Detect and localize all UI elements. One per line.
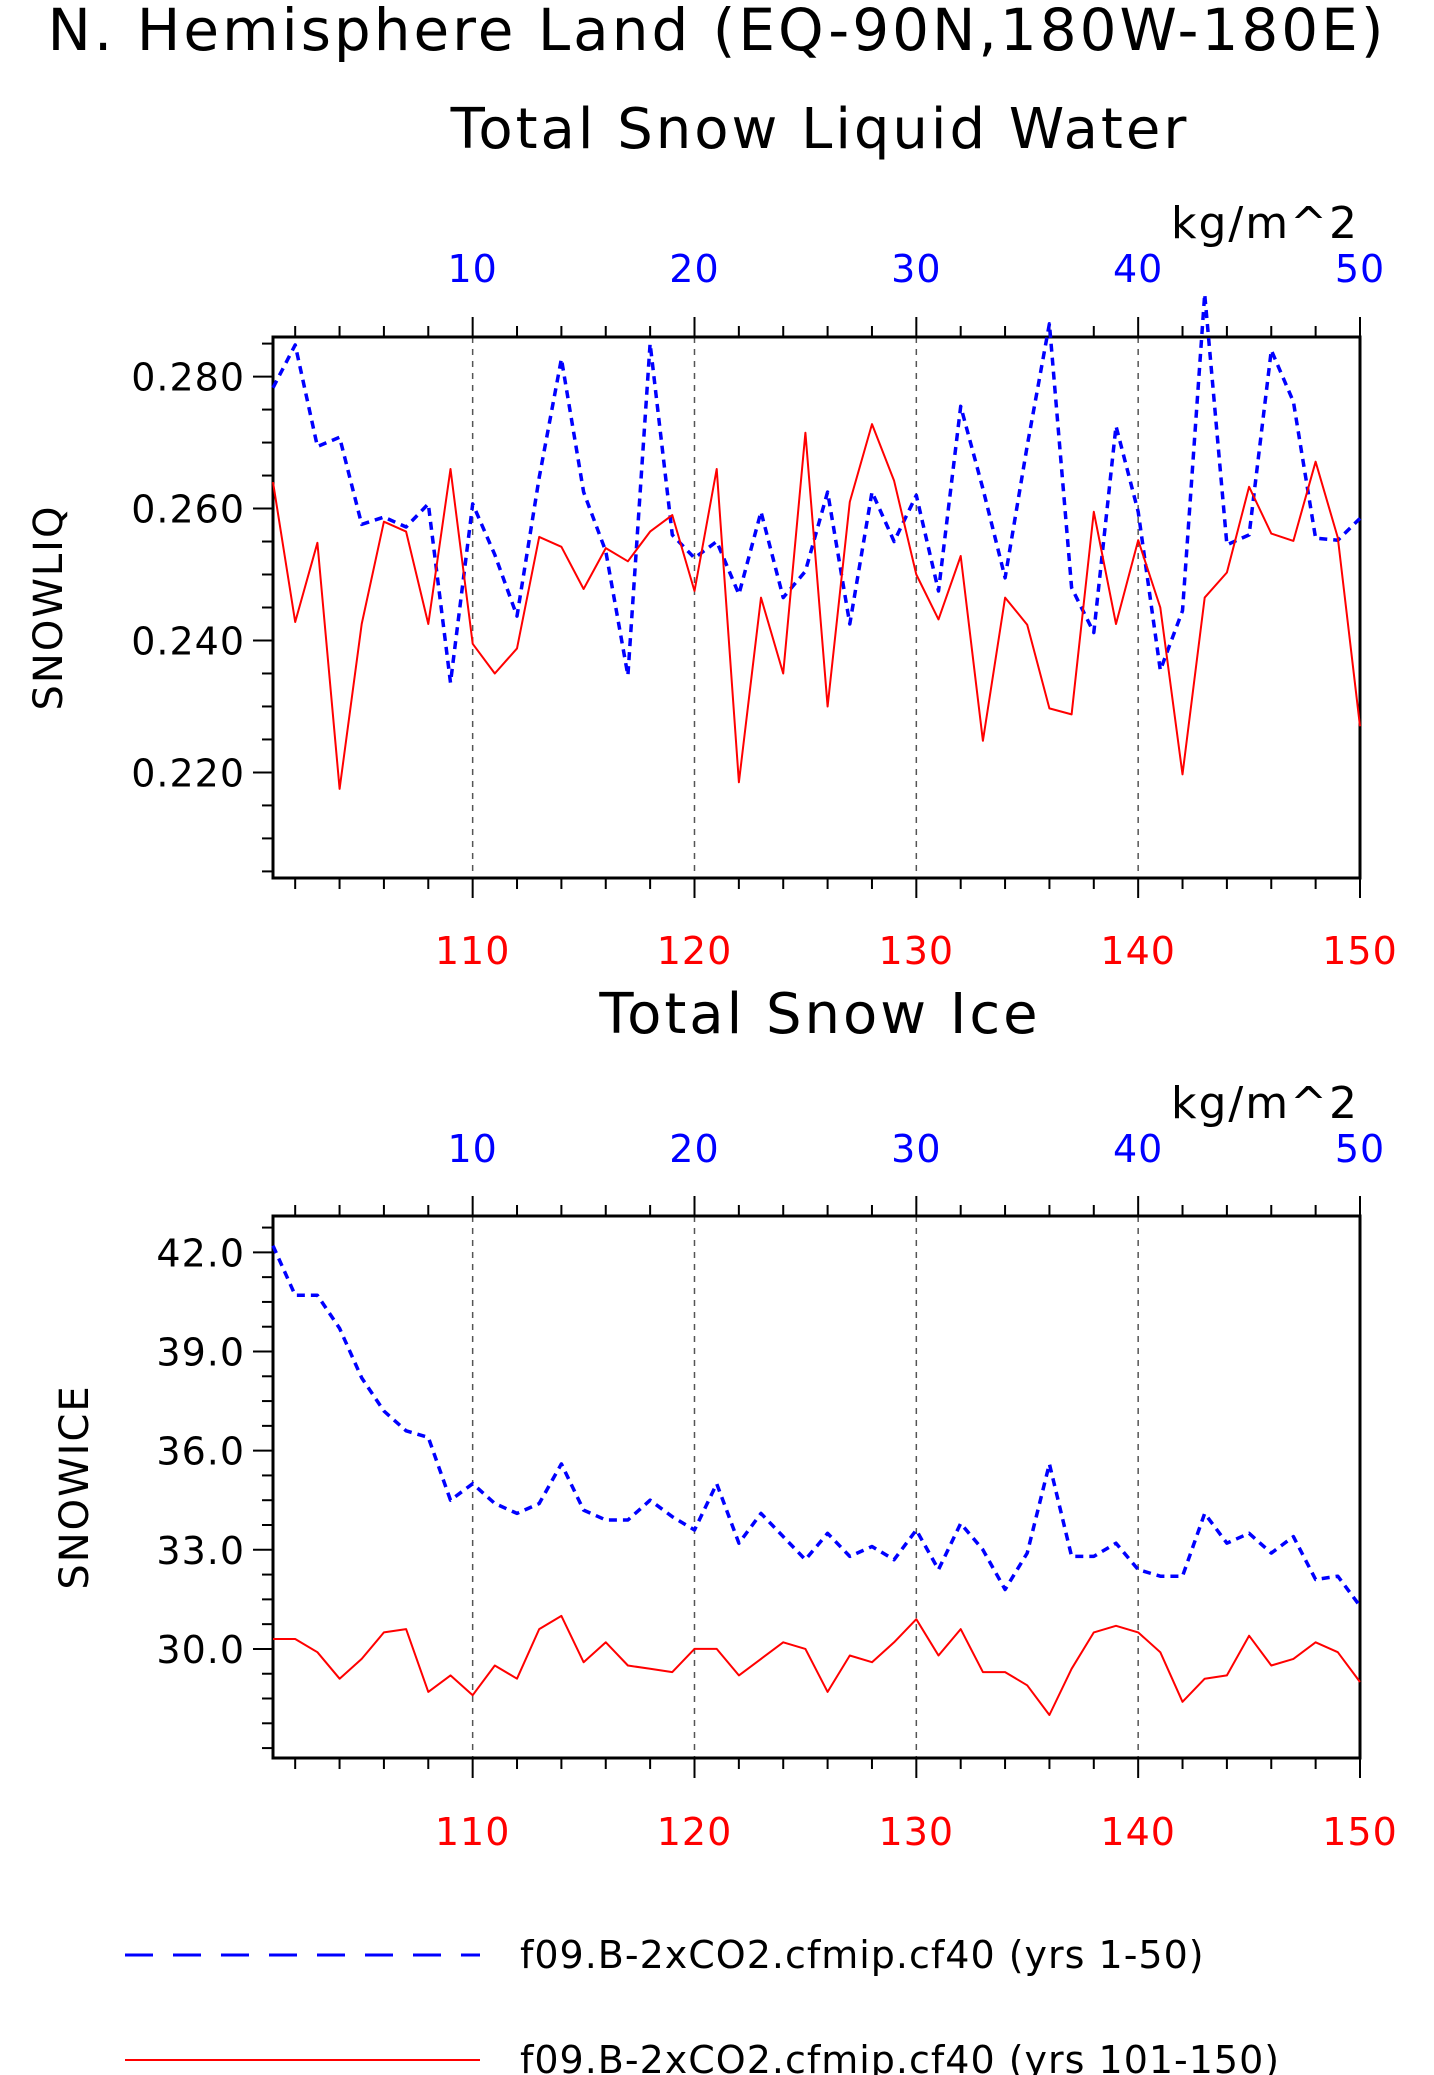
bottom-tick-label: 150 [1322,929,1398,973]
top-tick-label: 30 [891,1127,941,1171]
bottom-tick-label: 110 [435,929,511,973]
plot-frame [271,335,1362,880]
top-tick-label: 50 [1335,1127,1385,1171]
legend: f09.B-2xCO2.cfmip.cf40 (yrs 1-50) f09.B-2… [125,1933,1280,2075]
chart-panels: Total Snow Liquid Water kg/m^2 SNOWLIQ 0.22… [26,97,1398,1854]
figure-title: N. Hemisphere Land (EQ-90N,180W-180E) [48,0,1387,64]
y-tick-label: 39.0 [156,1331,245,1375]
plot-frame [271,1214,1362,1760]
series-line-1 [271,292,1362,685]
top-tick-label: 10 [447,247,497,291]
chart-panel-1: Total Snow Liquid Water kg/m^2 SNOWLIQ 0.22… [26,97,1398,973]
y-tick-label: 36.0 [156,1430,245,1474]
top-tick-label: 20 [669,1127,719,1171]
y-tick-label: 30.0 [156,1628,245,1672]
y-axis-label: SNOWLIQ [26,505,72,711]
y-tick-label: 0.220 [131,751,245,795]
y-tick-label: 0.260 [131,488,245,532]
bottom-tick-label: 130 [879,1810,955,1854]
y-tick-label: 0.240 [131,619,245,663]
units-label: kg/m^2 [1171,1078,1359,1129]
top-tick-label: 40 [1113,247,1163,291]
panel-title: Total Snow Liquid Water [450,97,1190,162]
top-tick-label: 30 [891,247,941,291]
bottom-tick-label: 150 [1322,1810,1398,1854]
top-tick-label: 50 [1335,247,1385,291]
y-tick-label: 42.0 [156,1231,245,1275]
bottom-tick-label: 120 [657,929,733,973]
y-tick-label: 0.280 [131,356,245,400]
bottom-tick-label: 110 [435,1810,511,1854]
bottom-tick-label: 130 [879,929,955,973]
top-tick-label: 20 [669,247,719,291]
series-line-2 [272,423,1361,790]
panel-title: Total Snow Ice [598,982,1040,1047]
series-line-2 [273,1614,1361,1716]
bottom-tick-label: 140 [1100,929,1176,973]
bottom-tick-label: 120 [657,1810,733,1854]
bottom-tick-label: 140 [1100,1810,1176,1854]
y-tick-label: 33.0 [156,1529,245,1573]
legend-label-2: f09.B-2xCO2.cfmip.cf40 (yrs 101-150) [520,2038,1280,2075]
chart-panel-2: Total Snow Ice kg/m^2 SNOWICE 30.0 33.0 36.0 3… [52,982,1398,1854]
legend-label-1: f09.B-2xCO2.cfmip.cf40 (yrs 1-50) [520,1933,1205,1977]
units-label: kg/m^2 [1171,198,1359,249]
y-axis-label: SNOWICE [52,1384,98,1589]
series-line-1 [271,1244,1362,1608]
top-tick-label: 10 [447,1127,497,1171]
top-tick-label: 40 [1113,1127,1163,1171]
